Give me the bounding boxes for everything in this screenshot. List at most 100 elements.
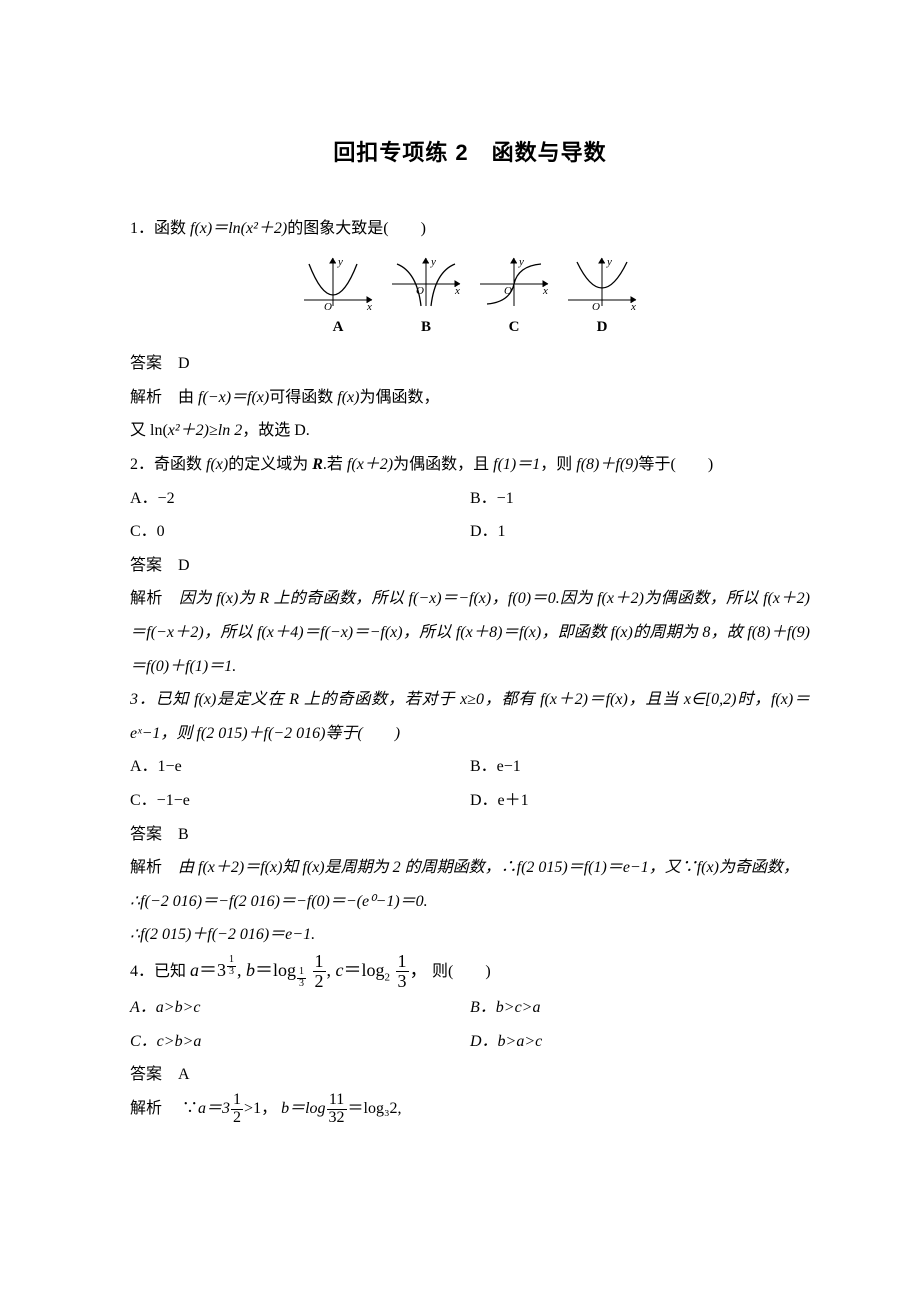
q3-exp1: 解析 由 f(x＋2)＝f(x)知 f(x)是周期为 2 的周期函数，∴f(2 … [130,851,810,885]
graph-b: x y O B [387,254,465,344]
t: 1 [297,967,306,978]
q2-optC: C．0 [130,515,470,549]
t: f(x＋2) [347,456,393,473]
svg-text:O: O [324,301,332,310]
t: ∵ [182,1100,198,1117]
q2-ans: D [178,557,190,574]
q4-eq1: ＝3 [199,960,226,980]
q3-ans-label: 答案 [130,826,178,843]
t: ＝log [255,960,296,980]
t: ，故选 D. [242,422,310,439]
q4-optC: C．c>b>a [130,1025,470,1059]
t: , [327,960,336,980]
t: f(1)＝1 [493,456,540,473]
t: ， [410,960,428,980]
t: 1 [227,955,236,966]
t: 3 [297,978,306,990]
q2-exp-text: 因为 f(x)为 R 上的奇函数，所以 f(−x)＝−f(x)，f(0)＝0.因… [130,590,810,674]
svg-text:x: x [366,301,372,310]
svg-text:y: y [430,256,436,268]
graph-c: x y O C [475,254,553,344]
t: 1 [313,952,326,971]
t: ＝log₃2, [348,1100,402,1117]
t: 可得函数 [269,389,337,406]
q3-stem-text: 3．已知 f(x)是定义在 R 上的奇函数，若对于 x≥0，都有 f(x＋2)＝… [130,691,810,742]
t: 11 [327,1092,347,1109]
graph-d: x y O D [563,254,641,344]
q3-options: A．1−e B．e−1 C．−1−e D．e＋1 [130,750,810,817]
q4-exp-label: 解析 [130,1100,178,1117]
t: 1 [396,952,409,971]
t: 2 [385,972,391,984]
q2-optA: A．−2 [130,482,470,516]
q4-c: c [336,960,344,980]
q1-exp-label: 解析 [130,389,178,406]
q4-stem: 4．已知 a＝313, b＝log13 12, c＝log2 13， 则( ) [130,952,810,991]
q3-optB: B．e−1 [470,750,810,784]
q2-stem: 2．奇函数 f(x)的定义域为 R.若 f(x＋2)为偶函数，且 f(1)＝1，… [130,448,810,482]
q1-graphs: x y O A x y O B x y O [130,254,810,344]
t: 为偶函数，且 [393,456,493,473]
t: 2 [231,1109,243,1127]
t: 32 [327,1109,347,1127]
t: 3 [396,971,409,991]
q1-stem-pre: 1．函数 [130,220,190,237]
q4-optB: B．b>c>a [470,991,810,1025]
q2-exp-label: 解析 [130,590,179,607]
q4-b: b [246,960,255,980]
q1-exp2: 又 ln(x²＋2)≥ln 2，故选 D. [130,414,810,448]
q3-optD: D．e＋1 [470,784,810,818]
q2-answer: 答案 D [130,549,810,583]
t: f(x) [337,389,359,406]
svg-text:x: x [542,285,548,297]
q4-exp: 解析 ∵a＝312>1， b＝log1132＝log₃2, [130,1092,810,1127]
svg-text:O: O [416,285,424,297]
t: 又 ln( [130,422,168,439]
q2-optD: D．1 [470,515,810,549]
q1-stem-fx: f(x)＝ln(x²＋2) [190,220,287,237]
t: 1 [231,1092,243,1109]
q1-stem: 1．函数 f(x)＝ln(x²＋2)的图象大致是( ) [130,212,810,246]
svg-text:y: y [606,256,612,268]
t: x²＋2)≥ln 2 [168,422,242,439]
q3-exp2: ∴f(−2 016)＝−f(2 016)＝−f(0)＝−(e⁰−1)＝0. [130,885,810,919]
graph-b-label: B [421,312,431,344]
t: 3 [227,966,236,978]
q4-stem-pre: 4．已知 [130,963,190,980]
q1-ans-label: 答案 [130,355,178,372]
t: 由 [178,389,198,406]
graph-a: x y O A [299,254,377,344]
t: >1， [244,1100,277,1117]
q2-optB: B．−1 [470,482,810,516]
q1-stem-post: 的图象大致是( ) [287,220,426,237]
t: , [237,960,246,980]
q1-ans: D [178,355,190,372]
t: .若 [323,456,347,473]
t: 2．奇函数 [130,456,206,473]
t: R [312,456,323,473]
svg-text:x: x [454,285,460,297]
q4-answer: 答案 A [130,1058,810,1092]
svg-text:y: y [337,256,343,268]
t: a＝3 [198,1100,230,1117]
q3-optC: C．−1−e [130,784,470,818]
q3-ans: B [178,826,189,843]
q2-options: A．−2 B．−1 C．0 D．1 [130,482,810,549]
t: f(8)＋f(9) [576,456,638,473]
q4-ans: A [178,1066,190,1083]
q4-optA: A．a>b>c [130,991,470,1025]
svg-text:O: O [504,285,512,297]
q1-answer: 答案 D [130,347,810,381]
page-title: 回扣专项练 2 函数与导数 [130,130,810,176]
q4-a: a [190,960,199,980]
q4-optD: D．b>a>c [470,1025,810,1059]
q1-exp1: 解析 由 f(−x)＝f(x)可得函数 f(x)为偶函数， [130,381,810,415]
q2-ans-label: 答案 [130,557,178,574]
graph-a-label: A [333,312,344,344]
t: f(x) [206,456,228,473]
q4-stem-post: 则( ) [432,963,491,980]
t: 等于( ) [639,456,714,473]
q3-exp3: ∴f(2 015)＋f(−2 016)＝e−1. [130,918,810,952]
t: ，则 [540,456,576,473]
t: 为偶函数， [359,389,439,406]
